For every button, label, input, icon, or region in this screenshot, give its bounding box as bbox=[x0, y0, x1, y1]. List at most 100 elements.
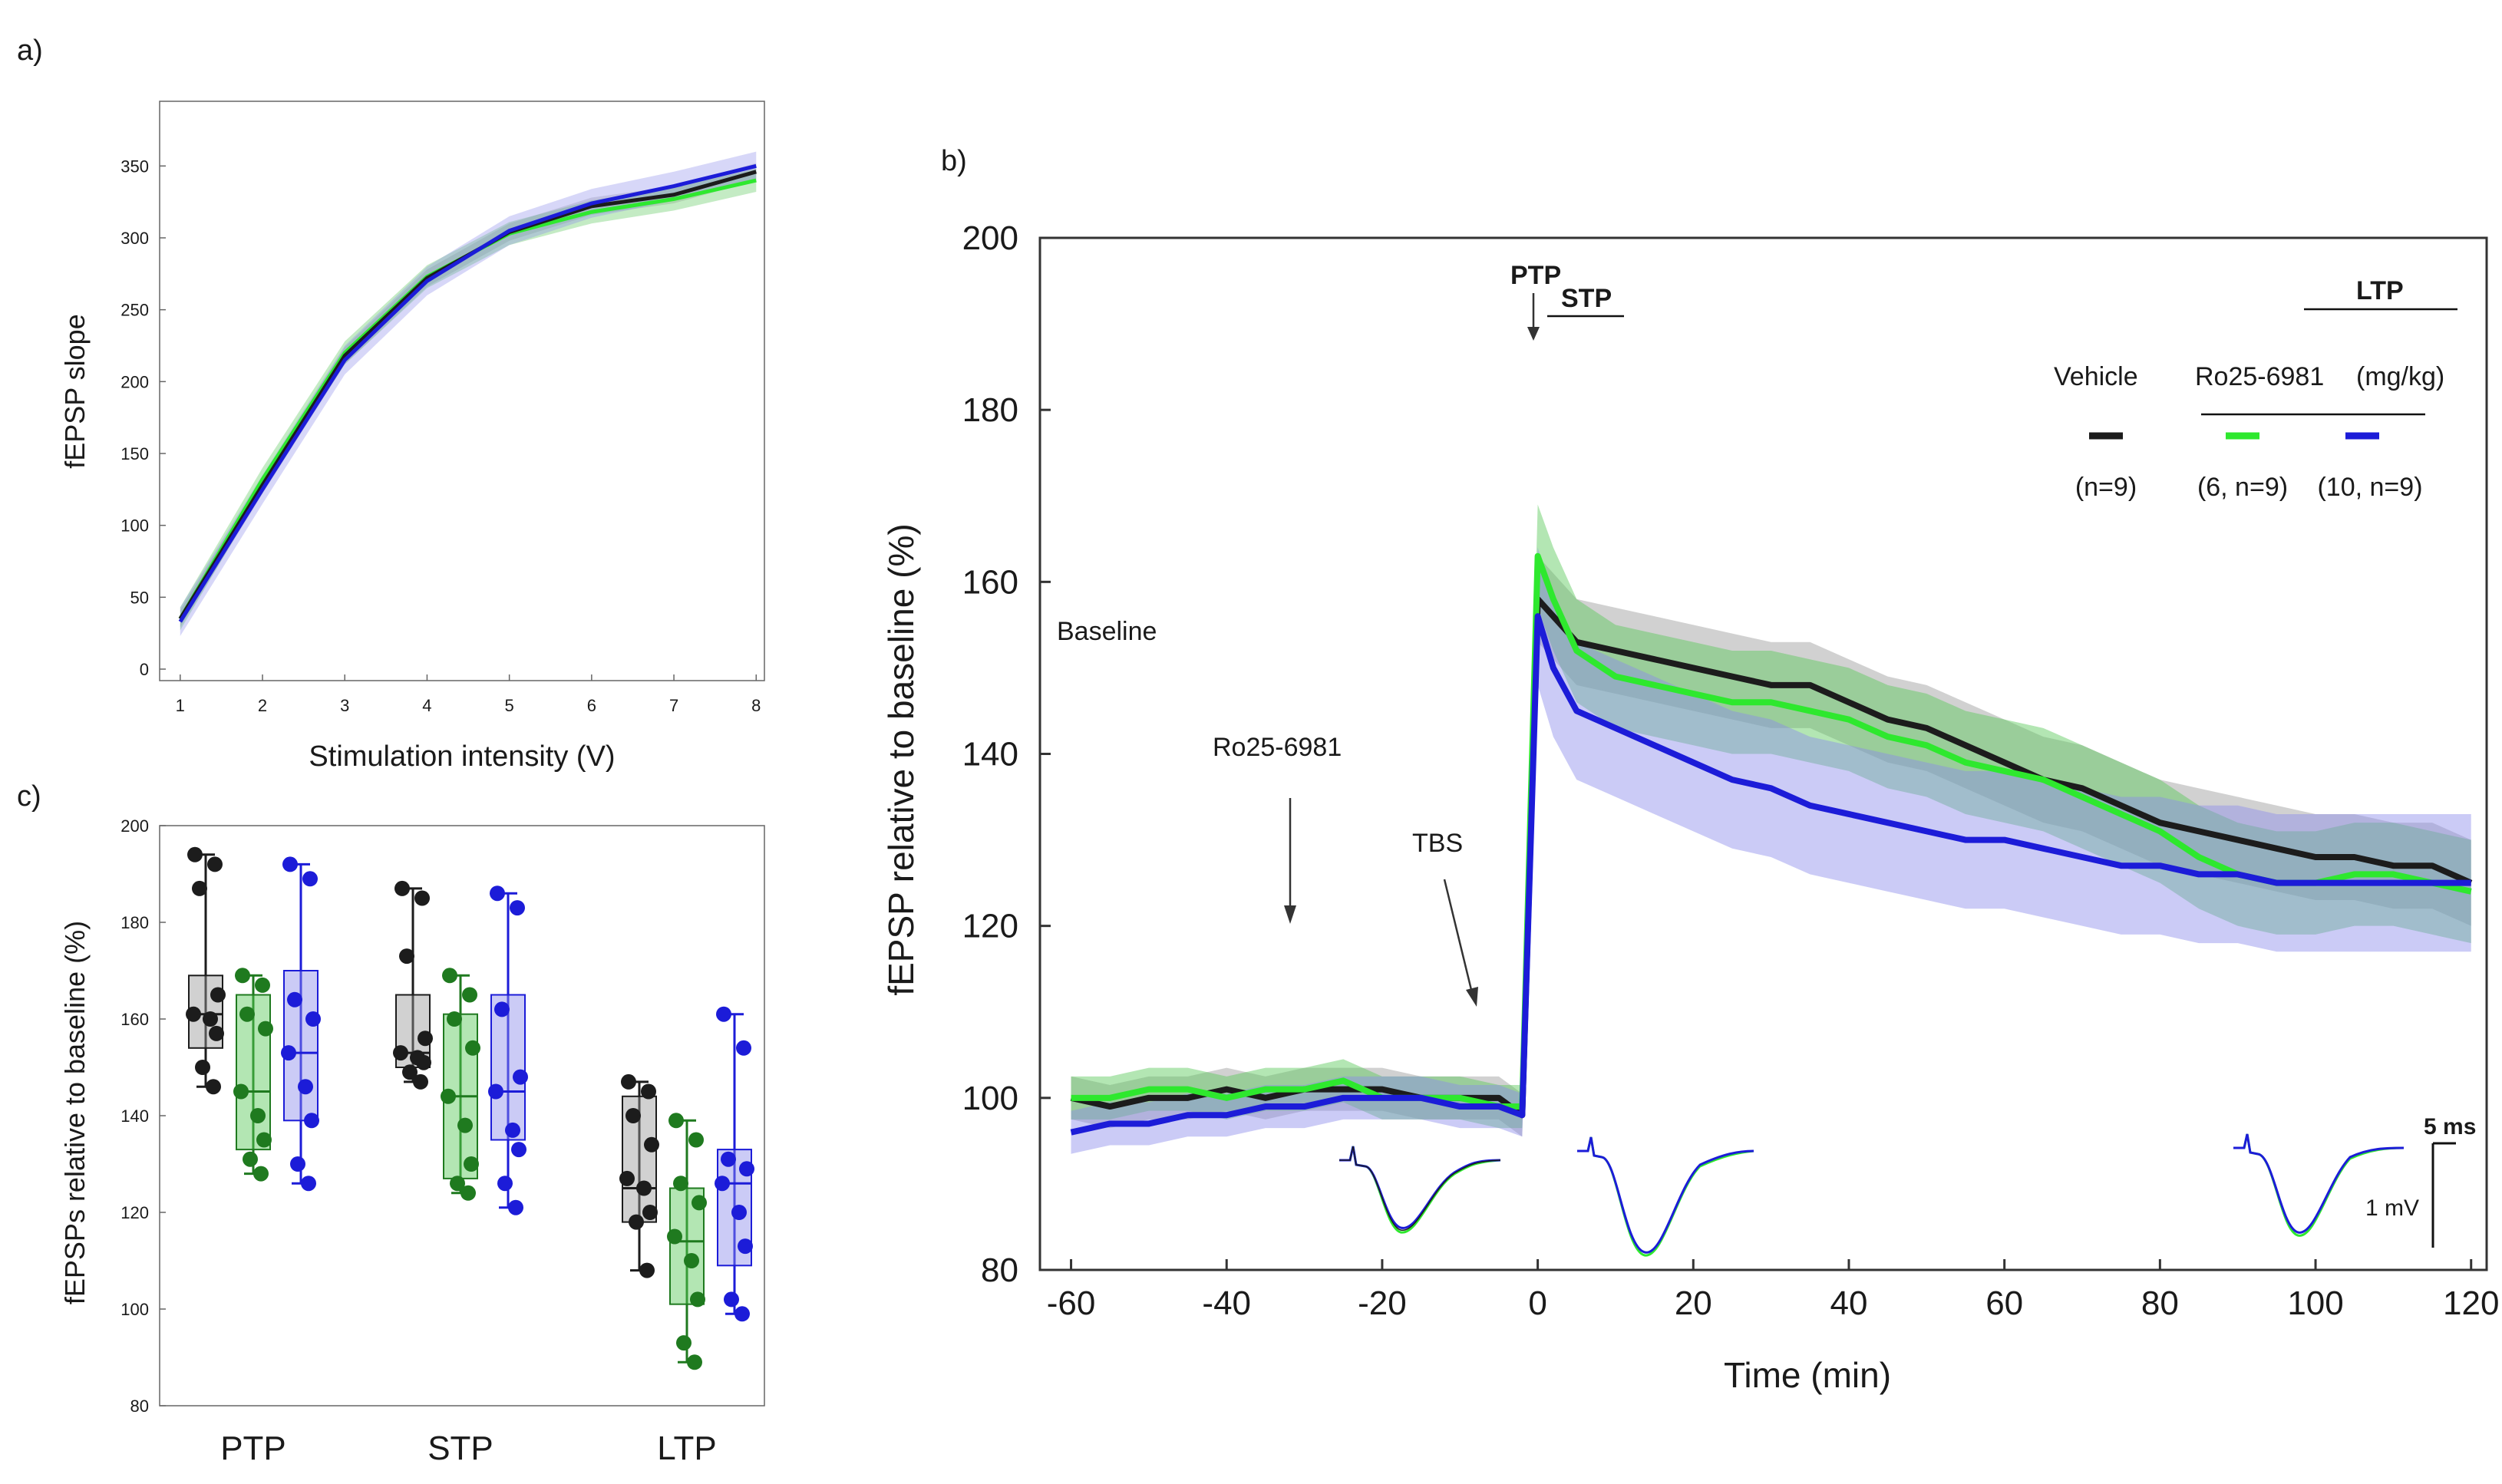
box-point bbox=[239, 1006, 255, 1022]
panel-b-xtick-label: 80 bbox=[2141, 1284, 2179, 1322]
panel-b-ytick-label: 100 bbox=[962, 1080, 1018, 1117]
box-point bbox=[301, 1176, 316, 1192]
panel-c-y-label: fEPSPs relative to baseline (%) bbox=[59, 921, 91, 1304]
box-point bbox=[644, 1136, 659, 1153]
box-point bbox=[447, 1011, 462, 1027]
scale-mv-label: 1 mV bbox=[2365, 1195, 2419, 1221]
box-point bbox=[673, 1176, 688, 1192]
box-point bbox=[457, 1117, 473, 1133]
box-ptp-1 bbox=[233, 968, 273, 1182]
scale-ms-label: 5 ms bbox=[2424, 1114, 2476, 1139]
panel-b-xtick-label: -40 bbox=[1202, 1284, 1251, 1322]
panel-a-y-label: fEPSP slope bbox=[59, 314, 91, 468]
panel-a-xtick-label: 8 bbox=[751, 696, 761, 715]
panel-a-ytick-label: 100 bbox=[120, 516, 149, 536]
box-point bbox=[692, 1195, 707, 1211]
box-point bbox=[511, 1142, 526, 1158]
panel-b-xtick-label: 60 bbox=[1985, 1284, 2023, 1322]
box-point bbox=[441, 1088, 456, 1104]
panel-c-category-label: LTP bbox=[657, 1430, 716, 1467]
box-ptp-0 bbox=[186, 846, 226, 1095]
box-point bbox=[399, 948, 414, 965]
panel-c-categories: PTP STP LTP bbox=[220, 1430, 717, 1467]
box-point bbox=[253, 1166, 269, 1182]
box-stp-0 bbox=[393, 880, 433, 1090]
panel-c-boxes bbox=[186, 846, 754, 1370]
panel-a-x-ticks: 1 2 3 4 5 6 7 8 bbox=[176, 674, 761, 715]
box-point bbox=[629, 1214, 644, 1230]
box-point bbox=[510, 900, 525, 916]
box-point bbox=[442, 968, 457, 984]
box-point bbox=[687, 1354, 702, 1370]
box-point bbox=[414, 890, 430, 906]
box-point bbox=[724, 1291, 739, 1308]
box-iqr bbox=[490, 994, 526, 1141]
panel-b-chart: -60 -40 -20 0 20 40 60 80 100 120 80 100 120 140 160 1… bbox=[881, 219, 2499, 1395]
box-point bbox=[641, 1083, 656, 1100]
panel-b-y-ticks: 80 100 120 140 160 180 200 bbox=[962, 219, 1051, 1289]
box-ltp-1 bbox=[667, 1113, 707, 1370]
box-point bbox=[668, 1113, 684, 1129]
panel-b-frame bbox=[1038, 236, 2488, 1271]
legend-n-ro10: (10, n=9) bbox=[2317, 473, 2422, 502]
panel-a-xtick-label: 1 bbox=[176, 696, 185, 715]
box-point bbox=[716, 1006, 731, 1022]
panel-a-ytick-label: 300 bbox=[120, 229, 149, 248]
panel-c-ytick-label: 120 bbox=[120, 1203, 149, 1222]
legend-n-vehicle: (n=9) bbox=[2075, 473, 2137, 502]
panel-a-xtick-label: 2 bbox=[258, 696, 267, 715]
baseline-label: Baseline bbox=[1057, 617, 1157, 646]
panel-b-y-label: fEPSP relative to baseline (%) bbox=[881, 523, 921, 995]
panel-b-x-ticks: -60 -40 -20 0 20 40 60 80 100 120 bbox=[1047, 1259, 2499, 1322]
box-point bbox=[731, 1205, 747, 1220]
box-point bbox=[235, 968, 250, 984]
legend-n-ro6: (6, n=9) bbox=[2197, 473, 2288, 502]
panel-a-xtick-label: 5 bbox=[505, 696, 514, 715]
box-point bbox=[282, 856, 298, 872]
panel-b-line-2 bbox=[1070, 613, 2471, 1136]
box-point bbox=[413, 1073, 428, 1090]
box-point bbox=[192, 880, 207, 896]
legend-vehicle-label: Vehicle bbox=[2054, 362, 2138, 391]
panel-a-ytick-label: 50 bbox=[130, 588, 149, 607]
box-point bbox=[465, 1040, 480, 1056]
panel-c-ytick-label: 80 bbox=[130, 1397, 149, 1416]
box-point bbox=[393, 1045, 408, 1061]
panel-b-ytick-label: 120 bbox=[962, 908, 1018, 945]
panel-c-category-label: STP bbox=[427, 1430, 493, 1467]
panel-b-ytick-label: 180 bbox=[962, 391, 1018, 429]
box-ltp-2 bbox=[715, 1006, 754, 1322]
panel-b-xtick-label: -20 bbox=[1358, 1284, 1407, 1322]
panel-b-xtick-label: 40 bbox=[1830, 1284, 1868, 1322]
box-point bbox=[739, 1161, 754, 1177]
box-point bbox=[460, 1185, 476, 1201]
panel-b-sem-bands bbox=[1071, 504, 2471, 1154]
panel-b-xtick-label: 0 bbox=[1528, 1284, 1546, 1322]
trace-ltp bbox=[2233, 1133, 2405, 1237]
box-point bbox=[513, 1069, 528, 1085]
panel-c-ytick-label: 200 bbox=[120, 816, 149, 836]
box-point bbox=[734, 1306, 750, 1322]
box-point bbox=[676, 1335, 692, 1351]
box-point bbox=[490, 885, 505, 902]
box-point bbox=[690, 1291, 705, 1308]
box-point bbox=[250, 1108, 266, 1123]
scale-bar: 5 ms 1 mV bbox=[2365, 1114, 2476, 1248]
panel-c-ytick-label: 160 bbox=[120, 1010, 149, 1029]
box-point bbox=[210, 987, 226, 1003]
panel-b-band-2 bbox=[1071, 547, 2471, 1154]
panel-label-c: c) bbox=[17, 780, 41, 813]
box-point bbox=[304, 1113, 319, 1129]
box-point bbox=[626, 1108, 641, 1123]
box-point bbox=[287, 991, 302, 1007]
box-point bbox=[243, 1151, 258, 1167]
panel-a-xtick-label: 3 bbox=[340, 696, 349, 715]
legend-drug-label: Ro25-6981 bbox=[2195, 362, 2324, 391]
panel-b-xtick-label: 20 bbox=[1675, 1284, 1712, 1322]
box-point bbox=[464, 1156, 479, 1172]
panel-c-ytick-label: 180 bbox=[120, 913, 149, 932]
panel-label-a: a) bbox=[17, 35, 43, 67]
panel-b-line-1 bbox=[1071, 552, 2472, 1110]
box-point bbox=[738, 1238, 753, 1255]
box-point bbox=[736, 1040, 751, 1056]
